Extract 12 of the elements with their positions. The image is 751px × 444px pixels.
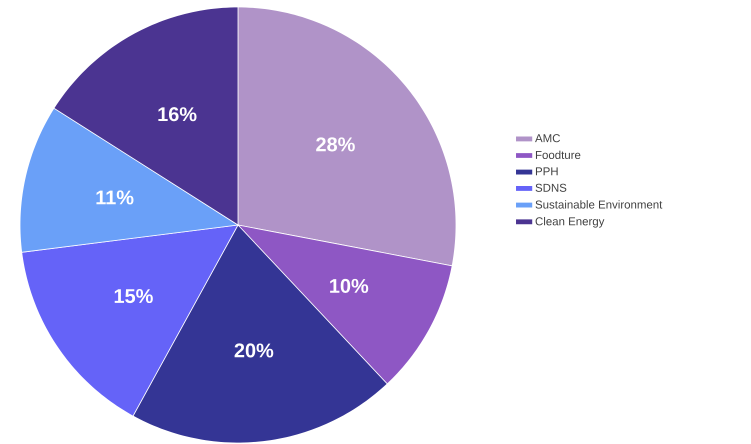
data-label: 10% [330,278,368,293]
legend-label: Clean Energy [536,216,604,228]
legend-label: AMC [535,134,560,142]
legend-label: PPH [536,167,558,176]
legend-label: SDNS [536,184,566,192]
data-label: 20% [234,343,274,358]
legend-label: Foodture [536,150,580,160]
data-label: 16% [158,107,196,122]
legend-label: Sustainable Environment [536,200,662,209]
data-label: 28% [316,137,355,152]
data-label: 11% [96,190,134,204]
data-label: 15% [114,289,153,304]
